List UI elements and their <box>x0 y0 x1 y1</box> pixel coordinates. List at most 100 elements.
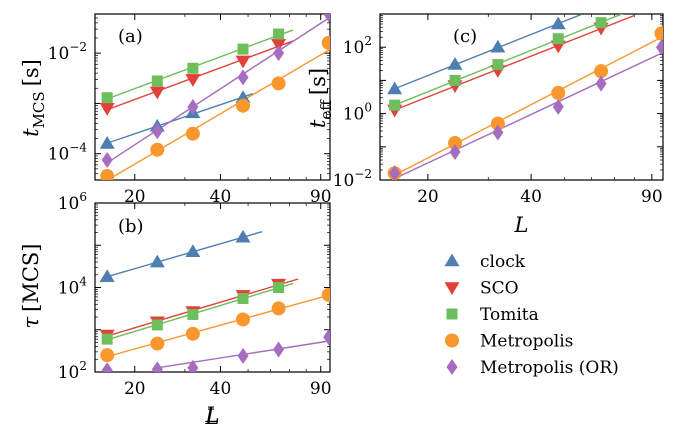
data-point-tomita <box>273 28 285 40</box>
legend-item-metropolis: Metropolis <box>445 332 573 352</box>
legend-item-metropolis-or: Metropolis (OR) <box>446 358 619 378</box>
data-point-tomita <box>237 292 249 304</box>
fit-line-clock <box>106 230 263 278</box>
x-axis-label: L <box>205 403 220 427</box>
legend-marker-sco <box>444 282 460 295</box>
data-point-metropolis <box>150 142 165 157</box>
data-point-metropolis <box>100 348 115 363</box>
data-point-metropolis <box>551 85 566 100</box>
data-point-tomita <box>101 92 113 104</box>
x-tick-label: 20 <box>124 187 146 207</box>
axes-frame <box>94 13 331 181</box>
data-point-clock <box>99 269 115 282</box>
data-point-metropolis-or <box>655 39 663 56</box>
data-point-metropolis-or <box>187 98 199 115</box>
data-point-tomita <box>237 43 249 55</box>
data-point-metropolis-or <box>323 14 330 22</box>
data-point-metropolis-or <box>449 143 461 160</box>
fit-line-clock <box>394 14 582 90</box>
fit-line-tomita <box>106 29 294 100</box>
data-point-metropolis <box>185 126 200 141</box>
data-point-tomita <box>187 308 199 320</box>
data-point-metropolis <box>490 116 505 131</box>
data-point-metropolis-or <box>552 98 564 115</box>
data-point-metropolis-or <box>237 69 249 86</box>
data-point-metropolis <box>271 301 286 316</box>
data-point-tomita <box>389 99 401 111</box>
legend: clock SCO Tomita Metropolis Metropolis (OR) <box>444 252 619 378</box>
data-point-metropolis <box>448 136 463 151</box>
data-point-tomita <box>151 75 163 87</box>
data-point-clock <box>185 244 201 258</box>
data-point-tomita <box>273 282 285 293</box>
axes-frame <box>379 13 664 181</box>
legend-marker-clock <box>444 253 460 267</box>
data-point-metropolis <box>321 287 330 302</box>
y-axis-label: τ[MCS] <box>19 244 43 329</box>
x-tick-label: 90 <box>310 379 332 399</box>
data-point-tomita <box>552 33 564 45</box>
data-point-metropolis-or <box>273 341 285 358</box>
data-point-metropolis-or <box>492 124 504 141</box>
data-point-clock <box>149 254 165 268</box>
legend-marker-metropolis-or <box>446 359 458 375</box>
x-tick-label: 40 <box>210 379 232 399</box>
fit-line-metropolis-or <box>394 51 663 180</box>
data-point-tomita <box>101 333 113 345</box>
fit-line-metropolis-or <box>106 16 330 164</box>
fit-line-clock <box>106 92 254 144</box>
y-tick-label: 106 <box>58 190 87 214</box>
data-point-clock <box>550 16 566 30</box>
panel-label: (b) <box>118 216 144 237</box>
panel-label: (a) <box>118 26 143 47</box>
data-point-metropolis <box>100 169 115 180</box>
data-point-metropolis <box>594 64 609 79</box>
x-axis-label: L <box>205 405 220 429</box>
y-tick-label: 10−4 <box>48 141 88 165</box>
y-tick-label: 10−2 <box>333 167 372 191</box>
legend-item-sco: SCO <box>444 279 519 299</box>
data-point-tomita <box>492 59 504 71</box>
data-point-metropolis <box>150 336 165 351</box>
data-point-metropolis-or <box>237 347 249 364</box>
data-point-tomita <box>151 319 163 331</box>
legend-label: clock <box>480 252 526 272</box>
data-point-metropolis <box>236 98 251 113</box>
fit-line-sco <box>106 278 299 337</box>
y-tick-label: 100 <box>343 101 372 125</box>
fit-line-sco <box>106 40 294 111</box>
data-point-metropolis-or <box>273 45 285 62</box>
data-point-clock <box>99 135 115 149</box>
data-point-tomita <box>187 62 199 74</box>
x-tick-label: 90 <box>641 187 663 207</box>
data-point-metropolis-or <box>323 329 330 346</box>
fit-line-metropolis <box>394 35 663 176</box>
legend-label: Metropolis <box>480 332 573 352</box>
x-tick-label: 20 <box>417 187 439 207</box>
data-point-tomita <box>449 74 461 86</box>
panel-b: 20 40 90 102 104 106 (b) Lτ[MCS] <box>19 190 332 427</box>
data-point-metropolis <box>321 35 330 50</box>
x-tick-label: 40 <box>210 187 232 207</box>
data-point-metropolis-or <box>389 165 401 180</box>
y-axis-label: tMCS[s] <box>19 59 48 137</box>
panel-label: (c) <box>453 26 477 47</box>
data-point-metropolis-or <box>151 123 163 140</box>
y-axis-label: teff[s] <box>306 68 335 128</box>
data-point-clock <box>490 39 506 53</box>
fit-line-metropolis <box>106 48 330 180</box>
x-tick-label: 40 <box>520 187 542 207</box>
x-tick-label: 90 <box>310 187 332 207</box>
x-axis-label: L <box>514 213 529 237</box>
data-point-metropolis-or <box>101 362 113 372</box>
x-tick-label: 20 <box>124 379 146 399</box>
fit-line-tomita <box>106 282 294 341</box>
data-point-sco <box>235 55 251 69</box>
data-point-metropolis <box>654 26 663 41</box>
legend-marker-tomita <box>446 308 458 320</box>
y-tick-label: 102 <box>343 34 372 58</box>
y-tick-label: 10−2 <box>48 40 87 64</box>
data-point-clock <box>235 90 251 103</box>
